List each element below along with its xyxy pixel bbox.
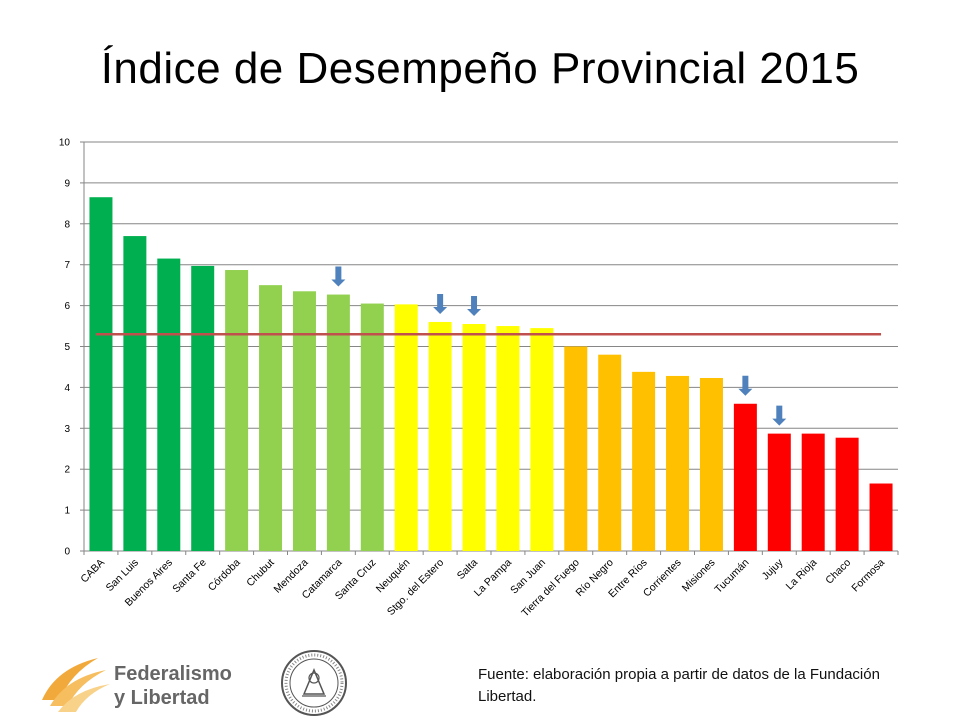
x-tick-label: Chaco — [823, 557, 853, 587]
x-tick-label: Santa Fe — [170, 557, 209, 596]
bar-jujuy — [767, 433, 791, 551]
bar-santa-cruz — [360, 303, 384, 551]
axes: 0 1 2 3 4 5 6 7 8 9 10 — [59, 138, 899, 558]
bar-mendoza — [292, 291, 316, 551]
bar-formosa — [869, 483, 893, 551]
bar-entre-r-os — [632, 371, 656, 551]
grid-lines — [84, 141, 898, 511]
bar-buenos-aires — [157, 258, 181, 551]
bar-catamarca — [326, 294, 350, 551]
y-tick-label: 9 — [64, 178, 70, 189]
bar-neuqu-n — [394, 304, 418, 551]
y-tick-label: 2 — [64, 465, 70, 476]
x-tick-label: Jujuy — [760, 556, 786, 582]
source-note: Fuente: elaboración propia a partir de d… — [478, 666, 880, 705]
bar-caba — [89, 197, 113, 551]
bars — [89, 197, 893, 551]
down-arrow-icon — [467, 296, 482, 317]
down-arrow-icon — [433, 293, 448, 314]
y-tick-label: 0 — [64, 547, 70, 558]
bar-san-luis — [123, 236, 147, 551]
bar-stgo-del-estero — [428, 321, 452, 551]
bar-tucum-n — [733, 403, 757, 551]
logo-line2: y Libertad — [114, 687, 210, 709]
x-tick-label: Córdoba — [206, 557, 243, 594]
bar-misiones — [699, 377, 723, 551]
x-tick-label: Salta — [455, 557, 481, 583]
y-tick-label: 10 — [59, 138, 71, 149]
y-tick-label: 1 — [64, 506, 70, 517]
seal-icon — [281, 650, 347, 716]
bar-chaco — [835, 437, 859, 551]
bar-san-juan — [530, 328, 554, 551]
y-tick-label: 7 — [64, 260, 70, 271]
down-arrow-icon — [331, 266, 346, 287]
x-tick-label: Tucumán — [712, 557, 751, 596]
bar-c-rdoba — [225, 270, 249, 551]
arrow-markers — [331, 266, 787, 426]
bar-la-rioja — [801, 433, 825, 551]
flame-logo-icon — [42, 658, 110, 712]
bar-santa-fe — [191, 265, 215, 551]
x-tick-label: Tierra del Fuego — [519, 557, 582, 620]
federalismo-logo: Federalismo y Libertad — [36, 648, 276, 718]
x-tick-label: CABA — [78, 557, 107, 586]
logo-line1: Federalismo — [114, 663, 232, 685]
down-arrow-icon — [772, 405, 787, 426]
y-tick-label: 4 — [64, 383, 70, 394]
bar-la-pampa — [496, 326, 520, 551]
x-tick-label: Misiones — [680, 557, 718, 595]
logo-text: Federalismo y Libertad — [114, 662, 232, 710]
y-tick-label: 8 — [64, 219, 70, 230]
down-arrow-icon — [738, 375, 753, 396]
y-tick-label: 3 — [64, 424, 70, 435]
y-tick-label: 5 — [64, 342, 70, 353]
x-tick-label: La Pampa — [472, 557, 514, 599]
bar-salta — [462, 324, 486, 551]
bar-tierra-del-fuego — [564, 346, 588, 551]
bar-chubut — [259, 285, 283, 551]
university-seal — [276, 648, 352, 718]
y-tick-label: 6 — [64, 301, 70, 312]
bar-corrientes — [666, 375, 690, 551]
x-tick-label: Formosa — [849, 557, 887, 595]
page-title: Índice de Desempeño Provincial 2015 — [100, 44, 860, 93]
x-tick-label: La Rioja — [784, 557, 820, 593]
x-tick-label: Chubut — [244, 557, 276, 589]
bar-r-o-negro — [598, 354, 622, 551]
